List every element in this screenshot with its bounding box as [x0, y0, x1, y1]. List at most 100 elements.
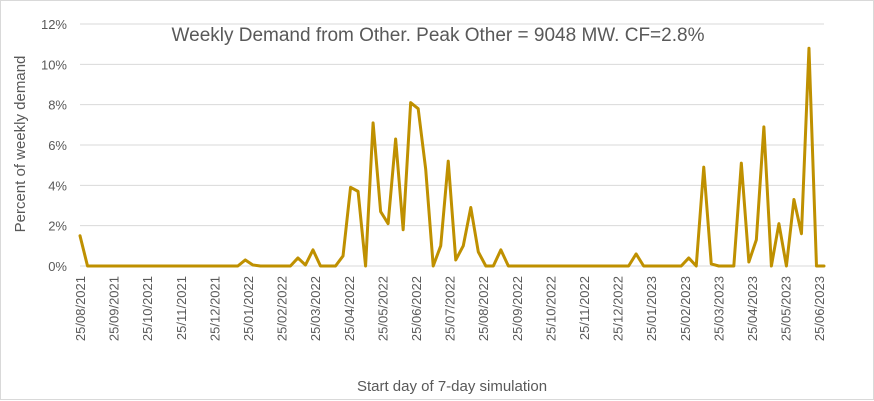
data-point	[740, 162, 742, 164]
x-tick-label: 25/12/2021	[207, 276, 222, 341]
data-point	[334, 265, 336, 267]
data-point	[207, 265, 209, 267]
data-point	[522, 265, 524, 267]
x-axis-label: Start day of 7-day simulation	[357, 378, 547, 395]
data-point	[372, 122, 374, 124]
data-point	[823, 265, 825, 267]
x-tick-label: 25/04/2022	[342, 276, 357, 341]
data-point	[785, 265, 787, 267]
data-point	[116, 265, 118, 267]
data-point	[312, 249, 314, 251]
data-point	[289, 265, 291, 267]
data-point	[763, 126, 765, 128]
data-point	[417, 108, 419, 110]
y-tick-label: 8%	[48, 98, 67, 113]
data-point	[131, 265, 133, 267]
data-point	[793, 198, 795, 200]
data-point	[252, 264, 254, 266]
data-point	[402, 229, 404, 231]
data-point	[169, 265, 171, 267]
x-tick-label: 25/12/2022	[611, 276, 626, 341]
data-point	[455, 259, 457, 261]
data-point	[770, 265, 772, 267]
data-point	[342, 255, 344, 257]
data-point	[703, 166, 705, 168]
y-tick-label: 2%	[48, 219, 67, 234]
data-point	[364, 265, 366, 267]
data-point	[778, 222, 780, 224]
data-point	[86, 265, 88, 267]
data-point	[590, 265, 592, 267]
data-point	[447, 160, 449, 162]
data-point	[409, 101, 411, 103]
data-point	[161, 265, 163, 267]
data-point	[695, 265, 697, 267]
data-point	[530, 265, 532, 267]
data-point	[199, 265, 201, 267]
data-point	[470, 206, 472, 208]
x-tick-label: 25/09/2021	[107, 276, 122, 341]
data-point	[800, 233, 802, 235]
y-tick-label: 0%	[48, 259, 67, 274]
data-point	[440, 245, 442, 247]
x-tick-label: 25/04/2023	[745, 276, 760, 341]
data-point	[357, 190, 359, 192]
data-point	[815, 265, 817, 267]
x-tick-label: 25/02/2022	[275, 276, 290, 341]
data-point	[515, 265, 517, 267]
data-point	[192, 265, 194, 267]
data-point	[297, 257, 299, 259]
y-tick-label: 10%	[41, 57, 67, 72]
x-tick-label: 25/06/2023	[812, 276, 827, 341]
data-point	[124, 265, 126, 267]
data-point	[146, 265, 148, 267]
x-tick-label: 25/03/2023	[711, 276, 726, 341]
data-point	[680, 265, 682, 267]
data-point	[282, 265, 284, 267]
data-point	[176, 265, 178, 267]
x-tick-label: 25/07/2022	[443, 276, 458, 341]
data-point	[432, 265, 434, 267]
data-point	[379, 210, 381, 212]
data-point	[387, 222, 389, 224]
data-point	[657, 265, 659, 267]
data-point	[477, 251, 479, 253]
data-point	[650, 265, 652, 267]
data-point	[222, 265, 224, 267]
data-point	[500, 249, 502, 251]
data-point	[567, 265, 569, 267]
y-tick-label: 4%	[48, 178, 67, 193]
x-tick-label: 25/10/2022	[543, 276, 558, 341]
data-point	[597, 265, 599, 267]
data-point	[319, 265, 321, 267]
data-point	[627, 265, 629, 267]
x-tick-label: 25/11/2021	[174, 276, 189, 340]
data-point	[259, 265, 261, 267]
data-point	[545, 265, 547, 267]
data-point	[733, 265, 735, 267]
x-tick-label: 25/10/2021	[140, 276, 155, 341]
data-point	[635, 253, 637, 255]
data-point	[237, 265, 239, 267]
data-point	[109, 265, 111, 267]
data-point	[808, 47, 810, 49]
data-point	[612, 265, 614, 267]
data-point	[154, 265, 156, 267]
data-point	[725, 265, 727, 267]
data-point	[267, 265, 269, 267]
data-point	[462, 245, 464, 247]
x-tick-label: 25/05/2022	[375, 276, 390, 341]
data-point	[665, 265, 667, 267]
series-line	[78, 46, 826, 268]
data-point	[620, 265, 622, 267]
data-point	[424, 168, 426, 170]
data-point	[94, 265, 96, 267]
data-point	[575, 265, 577, 267]
data-point	[274, 265, 276, 267]
data-point	[184, 265, 186, 267]
data-point	[748, 261, 750, 263]
data-point	[582, 265, 584, 267]
data-point	[485, 265, 487, 267]
